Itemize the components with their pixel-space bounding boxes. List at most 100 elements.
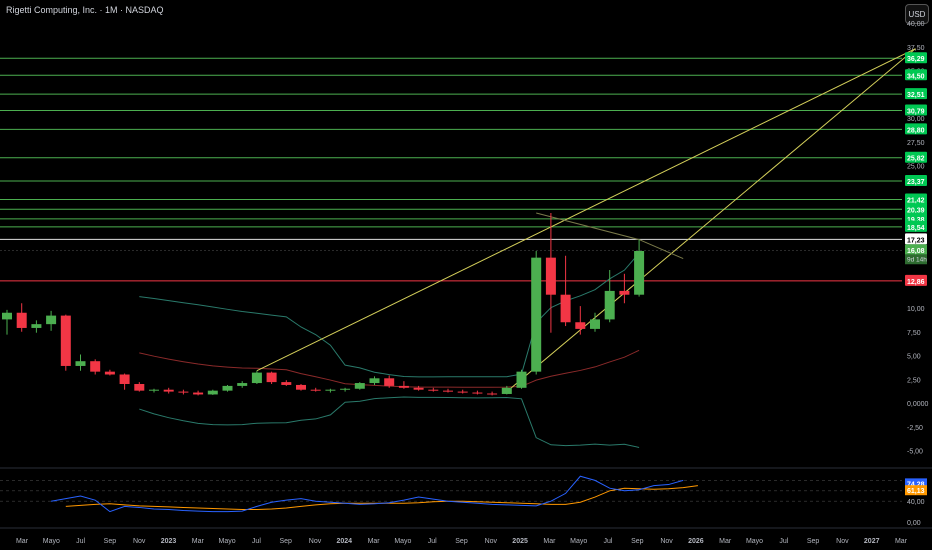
- time-tick-label: Jul: [252, 538, 261, 545]
- price-tick-label: 7,50: [907, 330, 921, 337]
- candle-body: [163, 389, 174, 392]
- price-label-box: [905, 88, 927, 100]
- rsi-tick-label: 40,00: [907, 499, 925, 506]
- time-axis[interactable]: Mar Mayo Jul Sep Nov 2023 Mar Mayo Jul Sep Nov 2024…: [0, 527, 932, 545]
- time-tick-label: 2024: [337, 538, 353, 545]
- price-label: 32,51: [907, 92, 925, 99]
- price-tick-label: -5,00: [907, 449, 923, 456]
- candle-body: [90, 361, 101, 372]
- time-tick-label: Sep: [455, 538, 468, 545]
- candle-body: [545, 257, 556, 295]
- candle-body: [575, 322, 586, 329]
- candle-body: [501, 387, 512, 394]
- candle-body: [457, 391, 468, 393]
- price-label: 20,39: [907, 207, 925, 214]
- time-tick-label: Nov: [309, 538, 322, 545]
- price-label: 12,86: [907, 279, 925, 286]
- price-label-box: [905, 203, 927, 215]
- rsi-label-box: [905, 478, 927, 489]
- candle-body: [46, 315, 57, 325]
- candle-body: [310, 389, 321, 391]
- wedge-line: [536, 212, 684, 260]
- price-tick-label: 10,00: [907, 306, 925, 313]
- price-tick-label: 25,00: [907, 164, 925, 171]
- candle-body: [281, 382, 292, 385]
- time-tick-label: Nov: [836, 538, 849, 545]
- time-tick-label: Mar: [895, 538, 908, 545]
- price-label-box: [905, 104, 927, 116]
- rsi-ma-line: [65, 485, 698, 511]
- time-tick-label: Sep: [807, 538, 820, 545]
- candle-body: [31, 324, 42, 328]
- price-label-box: [905, 220, 927, 232]
- candle-body: [251, 372, 262, 384]
- rsi-tick-label: 0,00: [907, 520, 921, 527]
- price-tick-label: 5,00: [907, 354, 921, 361]
- rsi-label-box: [905, 485, 927, 496]
- price-label: 18,54: [907, 225, 925, 232]
- price-tick-label: 30,00: [907, 116, 925, 123]
- candle-body: [398, 385, 409, 388]
- time-tick-label: 2027: [864, 538, 880, 545]
- candle-body: [604, 290, 615, 320]
- rsi-line: [51, 475, 684, 513]
- price-tick-label: -2,50: [907, 425, 923, 432]
- bollinger-upper: [139, 252, 640, 378]
- currency-button[interactable]: USD: [905, 4, 929, 24]
- time-tick-label: Mar: [368, 538, 381, 545]
- candle-body: [134, 384, 145, 391]
- time-tick-label: Mayo: [570, 538, 587, 545]
- candle-body: [531, 257, 542, 372]
- price-label: 25,82: [907, 156, 925, 163]
- price-label-box: [905, 233, 927, 245]
- time-tick-label: Mayo: [394, 538, 411, 545]
- candle-body: [237, 383, 248, 386]
- candle-body: [590, 319, 600, 329]
- price-tick-label: 27,50: [907, 140, 925, 147]
- time-tick-label: Jul: [428, 538, 437, 545]
- time-tick-label: Jul: [76, 538, 85, 545]
- time-tick-label: Mar: [719, 538, 732, 545]
- chart-title: Rigetti Computing, Inc. · 1M · NASDAQ: [6, 5, 164, 15]
- time-tick-label: Mar: [543, 538, 556, 545]
- candle-body: [384, 378, 395, 386]
- time-tick-label: Sep: [279, 538, 292, 545]
- countdown-label: 9d 14h: [907, 257, 927, 264]
- time-tick-label: Nov: [485, 538, 498, 545]
- price-label: 30,79: [907, 108, 925, 115]
- candle-body: [149, 389, 159, 391]
- candles[interactable]: [2, 213, 645, 396]
- candle-body: [634, 251, 645, 295]
- indicators: [139, 252, 640, 448]
- trendline-lower: [506, 48, 916, 392]
- time-tick-label: 2025: [512, 538, 528, 545]
- candle-body: [178, 391, 189, 393]
- price-label: 36,29: [907, 56, 925, 63]
- price-label-box: [905, 52, 927, 64]
- rsi-label: 74,28: [907, 481, 925, 488]
- price-tick-label: 37,50: [907, 45, 925, 52]
- candle-body: [516, 371, 527, 388]
- candle-body: [560, 294, 571, 323]
- price-label: 28,80: [907, 127, 925, 134]
- trendline-upper: [256, 48, 916, 372]
- time-tick-label: 2026: [688, 538, 704, 545]
- trendlines: [256, 48, 916, 392]
- price-label: 19,38: [907, 217, 925, 224]
- price-label-box: [905, 244, 927, 256]
- candle-body: [296, 384, 306, 390]
- candle-body: [369, 378, 380, 384]
- horizontal-levels: [0, 57, 902, 282]
- price-tick-label: 0,0000: [907, 401, 929, 408]
- price-label: 16,08: [907, 248, 925, 255]
- time-tick-label: Sep: [104, 538, 117, 545]
- candle-body: [340, 388, 351, 390]
- price-label: 17,23: [907, 237, 925, 244]
- price-label-box: [905, 193, 927, 205]
- candle-body: [443, 390, 453, 392]
- candle-body: [354, 383, 365, 389]
- time-tick-label: Mayo: [43, 538, 60, 545]
- candle-body: [413, 387, 424, 390]
